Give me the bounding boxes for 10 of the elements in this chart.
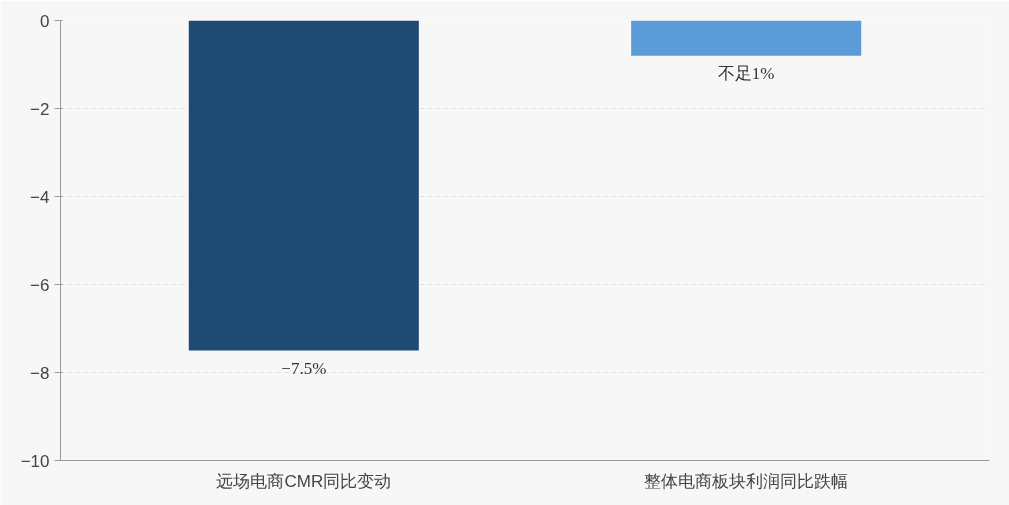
x-tick-label: 远场电商CMR同比变动: [216, 471, 392, 491]
data-label: 不足1%: [717, 63, 775, 83]
y-tick-label: −2: [30, 99, 50, 119]
y-tick-label: −10: [20, 451, 50, 471]
data-label: −7.5%: [281, 358, 327, 378]
y-tick-label: −6: [30, 275, 50, 295]
y-tick-label: −8: [30, 363, 50, 383]
x-tick-label: 整体电商板块利润同比跌幅: [644, 471, 849, 491]
y-tick-label: 0: [40, 11, 50, 31]
y-tick-label: −4: [30, 187, 50, 207]
